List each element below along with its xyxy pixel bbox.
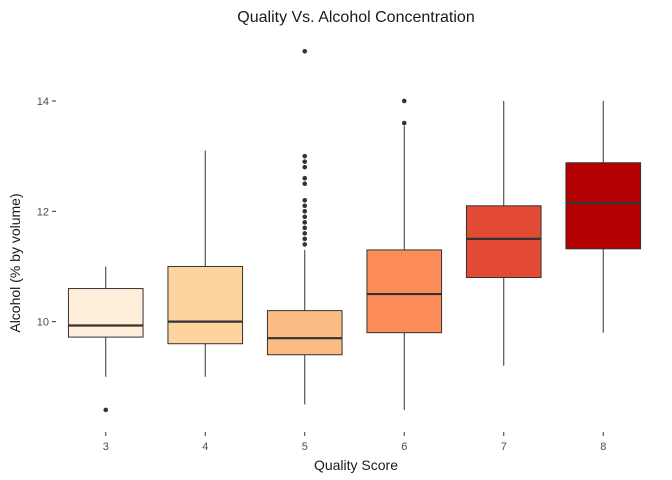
x-tick-label-6: 6 [401,441,407,453]
outlier-point-5-6 [302,209,308,214]
outlier-point-5-10 [302,175,308,181]
outlier-point-5-5 [302,214,308,220]
box-group-6 [366,98,443,410]
outlier-point-5-14 [302,49,308,54]
y-tick-label-14: 14 [37,96,49,108]
outlier-point-5-7 [302,203,308,209]
outlier-point-5-11 [302,164,308,170]
boxes-layer [67,49,642,413]
outlier-point-3-0 [103,407,109,413]
chart-title: Quality Vs. Alcohol Concentration [237,9,474,26]
box-group-3 [67,266,144,413]
box-group-8 [565,100,642,333]
box-group-5 [266,49,343,405]
x-tick-label-8: 8 [600,441,606,453]
x-axis-title: Quality Score [314,457,398,473]
y-tick-label-10: 10 [37,317,49,329]
box-7 [465,205,542,279]
outlier-point-5-0 [302,242,308,247]
box-group-7 [465,100,542,366]
box-4 [167,265,244,345]
outlier-point-5-8 [302,197,308,203]
y-axis-title: Alcohol (% by volume) [7,193,23,332]
x-axis: 3 4 5 6 7 8 [103,432,606,453]
box-8 [565,162,642,250]
outlier-point-5-3 [302,225,308,231]
x-tick-label-7: 7 [501,441,507,453]
outlier-point-6-1 [401,98,407,104]
box-6 [366,249,443,334]
y-axis: 10 12 14 [37,96,56,329]
outlier-point-6-0 [401,120,407,126]
outlier-point-5-4 [302,220,308,225]
outlier-point-5-2 [302,231,308,236]
outlier-point-5-9 [302,181,308,187]
box-5 [266,310,343,356]
x-tick-label-3: 3 [103,441,109,453]
x-tick-label-5: 5 [302,441,308,453]
y-tick-label-12: 12 [37,206,49,218]
outlier-point-5-13 [302,153,308,159]
box-group-4 [167,150,244,377]
box-3 [67,288,144,338]
outlier-point-5-12 [302,159,308,164]
outlier-point-5-1 [302,236,308,242]
x-tick-label-4: 4 [202,441,208,453]
